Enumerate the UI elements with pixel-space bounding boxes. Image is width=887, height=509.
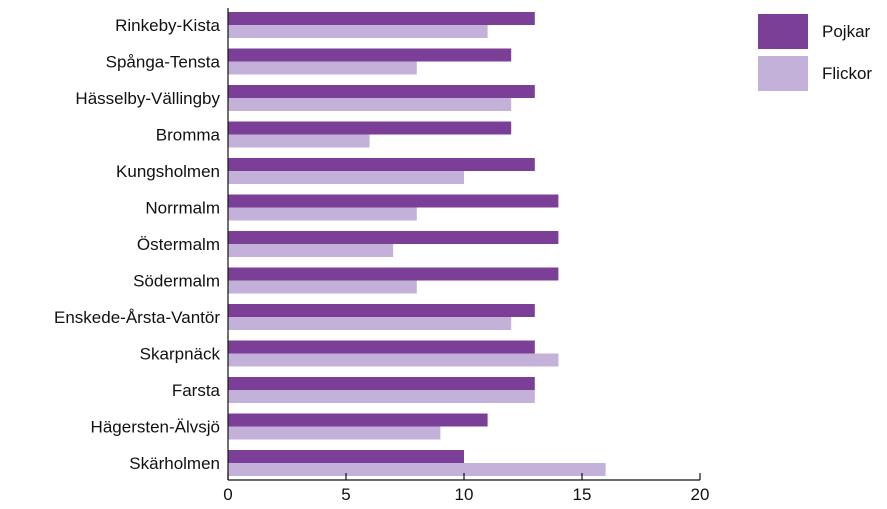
category-labels: Rinkeby-Kista Spånga-Tensta Hässelby-Välli…	[54, 16, 221, 473]
bar-flickor-norrmalm	[228, 207, 417, 221]
category-label-norrmalm: Norrmalm	[145, 199, 220, 218]
bar-flickor-sodermalm	[228, 280, 417, 294]
x-axis-ticks: 0 5 10 15 20	[223, 473, 709, 504]
bar-pojkar-enskede-arsta-vantor	[228, 304, 535, 317]
category-label-sodermalm: Södermalm	[133, 272, 220, 291]
bar-pojkar-hagersten-alvsjo	[228, 413, 488, 427]
bar-pojkar-bromma	[228, 121, 512, 135]
bar-flickor-ostermalm	[228, 244, 394, 257]
bar-pojkar-norrmalm	[228, 194, 559, 208]
category-label-bromma: Bromma	[156, 126, 221, 145]
category-label-kungsholmen: Kungsholmen	[116, 162, 220, 181]
category-label-ostermalm: Östermalm	[137, 235, 220, 254]
bar-pojkar-farsta	[228, 377, 535, 390]
legend-label-pojkar: Pojkar	[822, 22, 871, 41]
bar-flickor-hagersten-alvsjo	[228, 426, 441, 440]
category-label-hasselby-vallingby: Hässelby-Vällingby	[75, 89, 220, 108]
bar-flickor-farsta	[228, 390, 535, 403]
bar-pojkar-skarholmen	[228, 450, 464, 463]
category-label-enskede-arsta-vantor: Enskede-Årsta-Vantör	[54, 308, 220, 327]
category-label-farsta: Farsta	[172, 381, 221, 400]
legend-label-flickor: Flickor	[822, 64, 872, 83]
x-tick-label: 10	[455, 485, 474, 504]
bar-pojkar-spanga-tensta	[228, 48, 512, 62]
bar-flickor-enskede-arsta-vantor	[228, 317, 512, 330]
bar-pojkar-kungsholmen	[228, 158, 535, 171]
bar-flickor-hasselby-vallingby	[228, 98, 512, 111]
legend: Pojkar Flickor	[758, 14, 872, 91]
legend-swatch-pojkar	[758, 14, 808, 49]
bar-flickor-rinkeby-kista	[228, 25, 488, 38]
bar-pojkar-ostermalm	[228, 231, 559, 244]
bar-flickor-skarpnack	[228, 353, 559, 367]
bar-flickor-skarholmen	[228, 463, 606, 476]
legend-swatch-flickor	[758, 56, 808, 91]
category-label-skarpnack: Skarpnäck	[140, 345, 221, 364]
category-label-spanga-tensta: Spånga-Tensta	[106, 53, 221, 72]
bar-pojkar-hasselby-vallingby	[228, 85, 535, 98]
x-tick-label: 20	[691, 485, 710, 504]
category-label-skarholmen: Skärholmen	[129, 454, 220, 473]
bar-pojkar-skarpnack	[228, 340, 535, 354]
bar-flickor-bromma	[228, 134, 370, 148]
bar-pojkar-rinkeby-kista	[228, 12, 535, 25]
bars-group	[228, 12, 606, 476]
bar-flickor-kungsholmen	[228, 171, 464, 184]
category-label-rinkeby-kista: Rinkeby-Kista	[115, 16, 220, 35]
bar-flickor-spanga-tensta	[228, 61, 417, 75]
x-tick-label: 0	[223, 485, 232, 504]
bar-pojkar-sodermalm	[228, 267, 559, 281]
x-tick-label: 15	[573, 485, 592, 504]
category-label-hagersten-alvsjo: Hägersten-Älvsjö	[91, 418, 220, 437]
x-tick-label: 5	[341, 485, 350, 504]
